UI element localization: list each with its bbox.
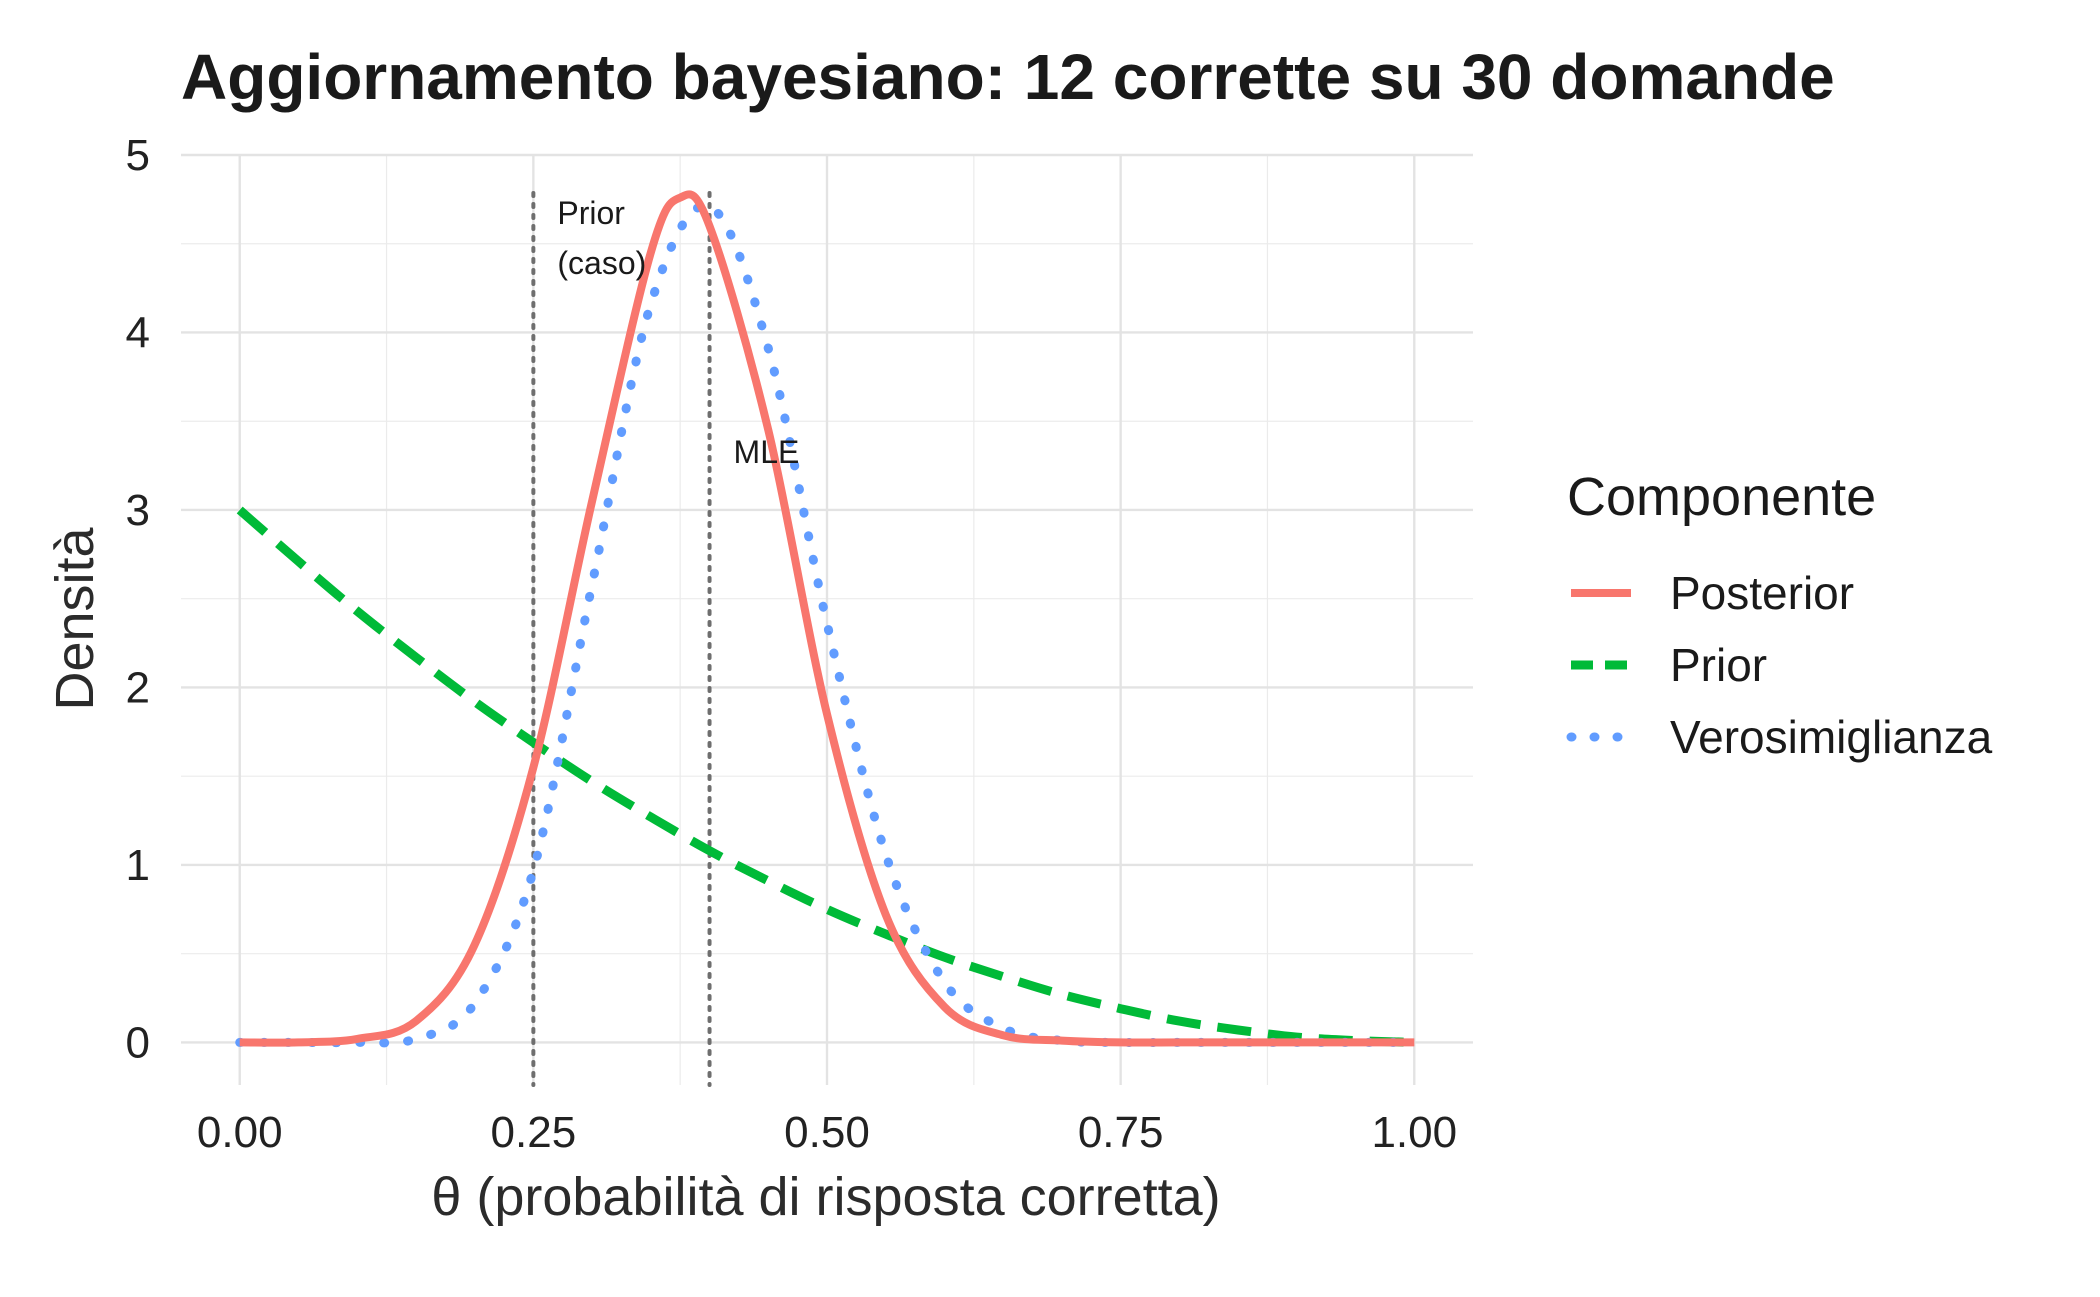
series-line-prior (236, 506, 1415, 1047)
legend-items: Posterior Prior Verosimiglianza (1566, 567, 1993, 763)
legend-label: Verosimiglianza (1670, 711, 1993, 763)
x-axis-ticks: 0.00 0.25 0.50 0.75 1.00 (197, 1108, 1457, 1157)
legend-label: Prior (1670, 639, 1767, 691)
series-line-posterior (239, 190, 1415, 1047)
series-lines (235, 190, 1419, 1048)
legend-label: Posterior (1670, 567, 1854, 619)
x-tick-label: 0.00 (197, 1108, 283, 1157)
legend: Componente Posterior Prior Verosimiglianza (1566, 467, 1993, 763)
y-tick-label: 5 (126, 131, 150, 180)
reference-line-label: (caso) (557, 245, 646, 281)
grid (181, 153, 1473, 1085)
chart-title: Aggiornamento bayesiano: 12 corrette su … (181, 41, 1835, 113)
y-axis-ticks: 0 1 2 3 4 5 (126, 131, 150, 1067)
reference-line-labels: Prior (caso) MLE (557, 195, 799, 470)
x-tick-label: 1.00 (1371, 1108, 1457, 1157)
y-axis-title: Densità (45, 526, 105, 710)
reference-line-label: MLE (734, 434, 800, 470)
legend-title: Componente (1567, 467, 1876, 527)
y-tick-label: 2 (126, 663, 150, 712)
y-tick-label: 1 (126, 841, 150, 890)
x-tick-label: 0.75 (1078, 1108, 1164, 1157)
x-tick-label: 0.50 (784, 1108, 870, 1157)
y-tick-label: 4 (126, 308, 150, 357)
x-tick-label: 0.25 (491, 1108, 577, 1157)
y-tick-label: 0 (126, 1018, 150, 1067)
reference-line-label: Prior (557, 195, 625, 231)
x-axis-title: θ (probabilità di risposta corretta) (431, 1167, 1220, 1227)
y-tick-label: 3 (126, 486, 150, 535)
